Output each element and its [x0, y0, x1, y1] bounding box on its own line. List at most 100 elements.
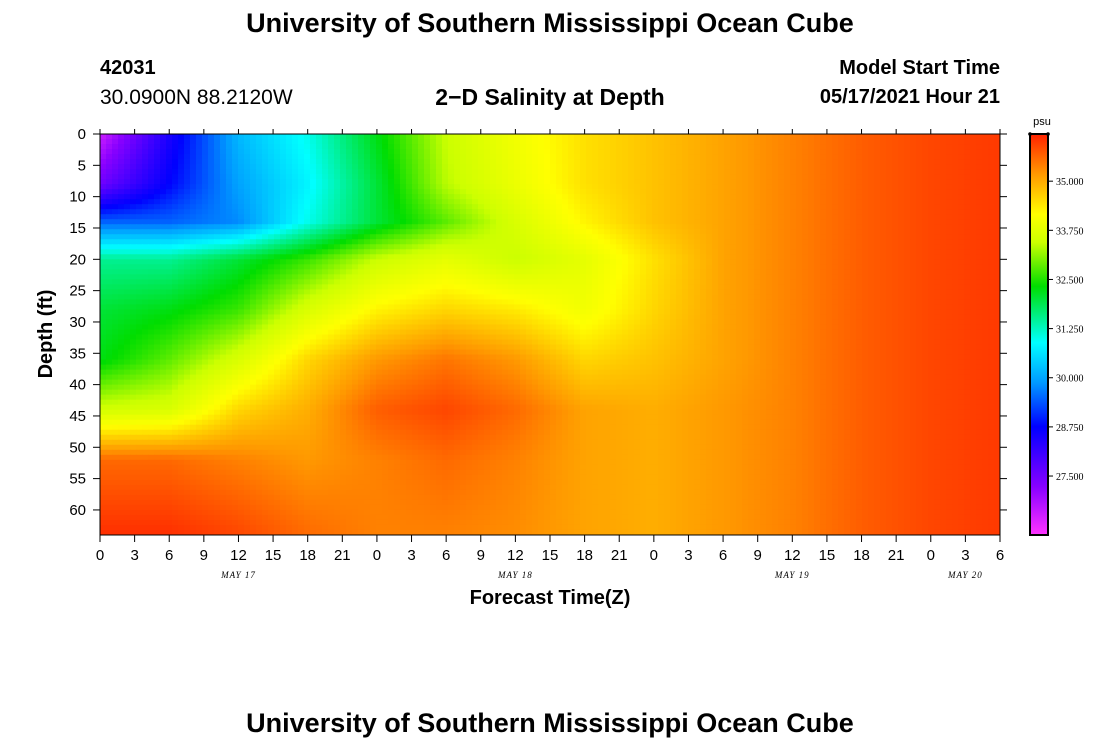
heatmap-cell	[286, 144, 293, 150]
heatmap-cell	[346, 219, 353, 225]
heatmap-cell	[262, 279, 269, 285]
heatmap-cell	[898, 154, 905, 160]
heatmap-cell	[874, 159, 881, 165]
heatmap-cell	[880, 134, 887, 140]
heatmap-cell	[124, 189, 131, 195]
heatmap-cell	[574, 244, 581, 250]
heatmap-cell	[646, 289, 653, 295]
heatmap-cell	[772, 294, 779, 301]
heatmap-cell	[526, 274, 533, 280]
heatmap-cell	[682, 284, 689, 290]
heatmap-cell	[142, 259, 149, 265]
heatmap-cell	[952, 184, 959, 190]
heatmap-cell	[394, 284, 401, 290]
heatmap-cell	[724, 134, 731, 140]
heatmap-cell	[994, 149, 1000, 155]
heatmap-cell	[124, 259, 131, 265]
heatmap-cell	[274, 139, 281, 145]
heatmap-cell	[988, 199, 995, 205]
heatmap-cell	[976, 174, 983, 180]
heatmap-cell	[160, 144, 167, 150]
heatmap-cell	[526, 284, 533, 290]
heatmap-cell	[874, 179, 881, 185]
heatmap-cell	[802, 254, 809, 260]
heatmap-cell	[886, 174, 893, 180]
heatmap-cell	[244, 159, 251, 165]
heatmap-cell	[106, 184, 113, 190]
heatmap-cell	[832, 189, 839, 195]
heatmap-cell	[490, 269, 497, 275]
heatmap-cell	[208, 149, 215, 155]
heatmap-cell	[316, 184, 323, 190]
heatmap-cell	[496, 164, 503, 170]
heatmap-cell	[622, 264, 629, 270]
heatmap-cell	[166, 189, 173, 195]
heatmap-cell	[370, 254, 377, 260]
heatmap-cell	[970, 279, 977, 285]
heatmap-cell	[310, 134, 317, 140]
heatmap-cell	[616, 259, 623, 265]
heatmap-cell	[814, 159, 821, 165]
heatmap-cell	[766, 194, 773, 200]
heatmap-cell	[850, 209, 857, 215]
heatmap-cell	[958, 224, 965, 230]
heatmap-cell	[748, 249, 755, 255]
heatmap-cell	[376, 269, 383, 275]
heatmap-cell	[106, 194, 113, 200]
heatmap-cell	[172, 254, 179, 260]
heatmap-cell	[508, 239, 515, 245]
heatmap-cell	[850, 169, 857, 175]
heatmap-cell	[760, 159, 767, 165]
heatmap-cell	[268, 189, 275, 195]
heatmap-cell	[286, 279, 293, 285]
heatmap-cell	[418, 144, 425, 150]
heatmap-cell	[970, 199, 977, 205]
heatmap-cell	[976, 169, 983, 175]
heatmap-cell	[694, 134, 701, 140]
heatmap-cell	[328, 199, 335, 205]
heatmap-cell	[916, 284, 923, 290]
heatmap-cell	[502, 249, 509, 255]
heatmap-cell	[226, 219, 233, 225]
heatmap-cell	[196, 269, 203, 275]
heatmap-cell	[238, 234, 245, 240]
heatmap-cell	[886, 209, 893, 215]
heatmap-cell	[940, 239, 947, 245]
heatmap-cell	[538, 159, 545, 165]
heatmap-cell	[148, 239, 155, 245]
heatmap-cell	[856, 134, 863, 140]
heatmap-cell	[214, 204, 221, 210]
heatmap-cell	[184, 229, 191, 235]
heatmap-cell	[322, 254, 329, 260]
heatmap-cell	[436, 224, 443, 230]
heatmap-cell	[478, 139, 485, 145]
heatmap-cell	[490, 214, 497, 220]
heatmap-cell	[130, 179, 137, 185]
heatmap-cell	[646, 264, 653, 270]
heatmap-cell	[874, 184, 881, 190]
heatmap-cell	[142, 254, 149, 260]
heatmap-cell	[298, 299, 305, 306]
heatmap-cell	[472, 234, 479, 240]
heatmap-cell	[682, 279, 689, 285]
heatmap-cell	[352, 289, 359, 295]
heatmap-cell	[688, 264, 695, 270]
heatmap-cell	[748, 194, 755, 200]
heatmap-cell	[940, 169, 947, 175]
heatmap-cell	[514, 294, 521, 301]
heatmap-cell	[580, 179, 587, 185]
heatmap-cell	[124, 279, 131, 285]
heatmap-cell	[364, 159, 371, 165]
heatmap-cell	[454, 169, 461, 175]
heatmap-cell	[502, 189, 509, 195]
heatmap-cell	[760, 164, 767, 170]
heatmap-cell	[598, 279, 605, 285]
heatmap-cell	[592, 169, 599, 175]
heatmap-cell	[298, 259, 305, 265]
heatmap-cell	[904, 194, 911, 200]
heatmap-cell	[130, 234, 137, 240]
heatmap-cell	[646, 139, 653, 145]
heatmap-cell	[388, 179, 395, 185]
heatmap-cell	[850, 249, 857, 255]
